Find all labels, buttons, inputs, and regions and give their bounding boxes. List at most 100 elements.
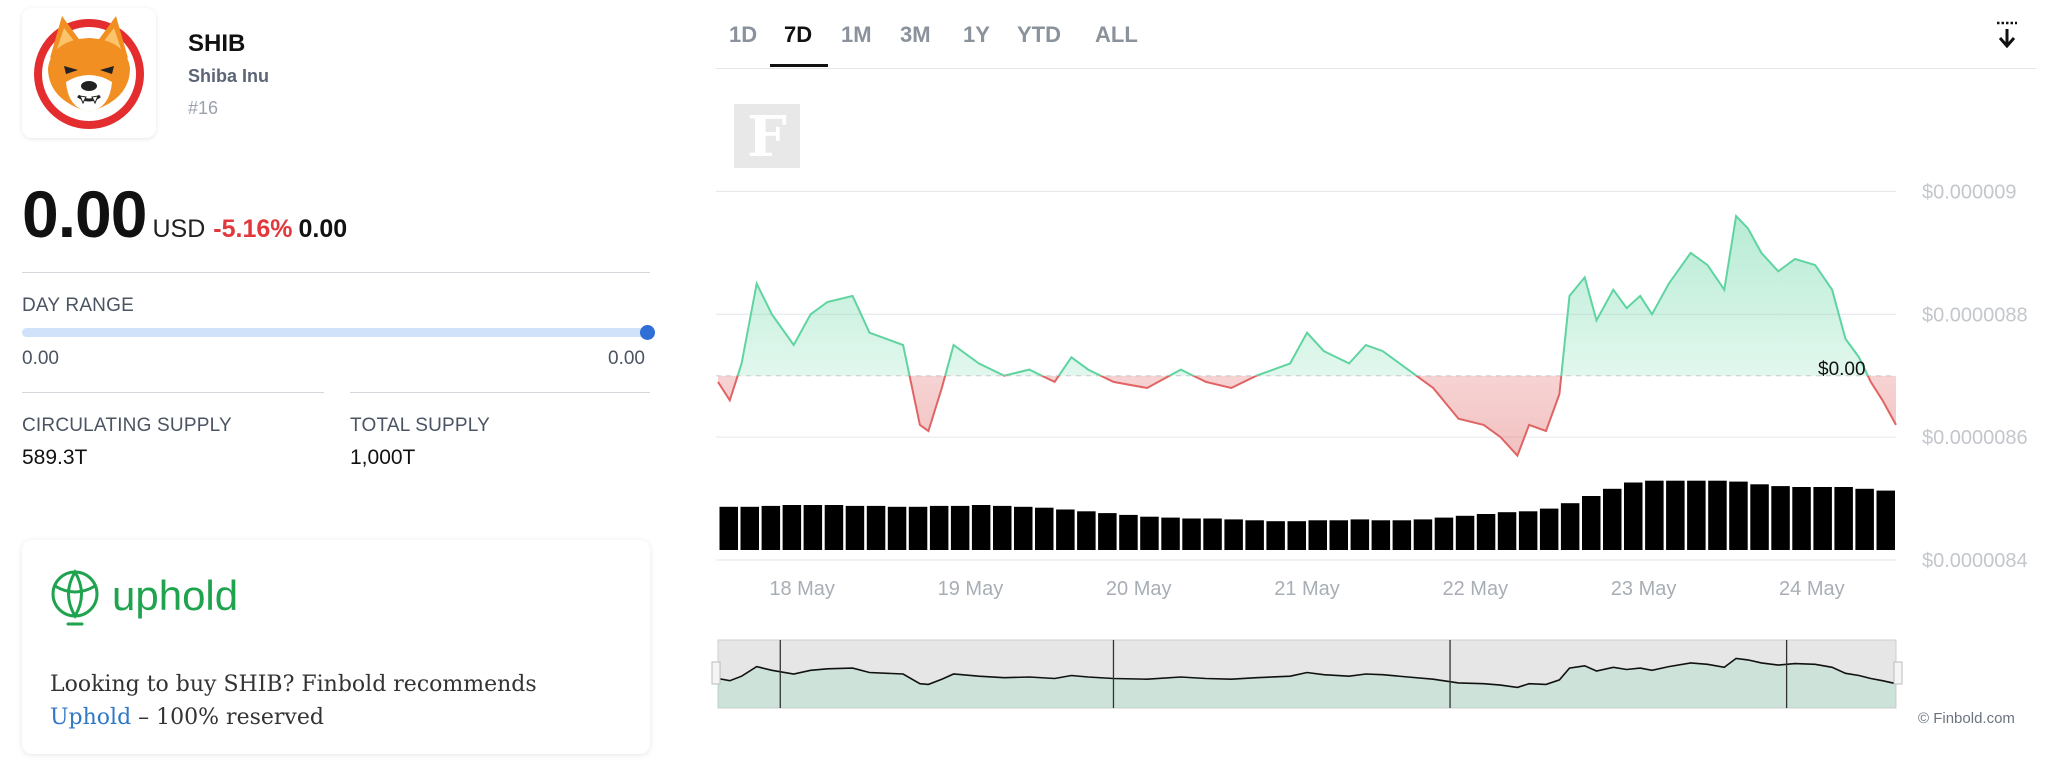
total-supply-label: TOTAL SUPPLY [350, 415, 491, 436]
day-range-bar [22, 328, 648, 337]
volume-bar [1014, 506, 1033, 550]
x-tick-label: 21 May [1274, 578, 1340, 600]
tab-1m[interactable]: 1M [841, 22, 872, 47]
volume-bar [866, 505, 886, 550]
volume-bar [1161, 517, 1180, 550]
current-price-label: $0.00 [1818, 359, 1866, 380]
volume-bar [740, 506, 759, 550]
finbold-f-logo: F [734, 104, 800, 170]
price-row: 0.00 USD -5.16% 0.00 [22, 176, 347, 252]
x-tick-label: 19 May [938, 578, 1004, 600]
volume-bar [1582, 496, 1601, 550]
tab-1d[interactable]: 1D [729, 22, 758, 47]
volume-bar [803, 505, 823, 550]
uphold-link[interactable]: Uphold [50, 705, 132, 730]
coin-rank: #16 [188, 98, 219, 118]
volume-bar [1666, 480, 1685, 550]
navigator-handle-right [1893, 661, 1903, 685]
tab-1y[interactable]: 1Y [963, 22, 990, 47]
volume-bar [1434, 517, 1454, 550]
promo-card[interactable] [22, 540, 650, 754]
uphold-logo [51, 569, 99, 626]
tab-7d[interactable]: 7D [784, 22, 813, 47]
volume-bar [1476, 514, 1496, 550]
active-tab-underline [770, 64, 828, 67]
price-change-percent: -5.16% [213, 215, 293, 243]
finbold-credit: © Finbold.com [1918, 710, 2015, 727]
volume-bar [1729, 481, 1748, 550]
x-tick-label: 18 May [769, 578, 835, 600]
price-currency: USD [152, 215, 206, 243]
coin-logo-card [22, 8, 156, 138]
volume-bar [1329, 520, 1348, 550]
range-navigator[interactable] [711, 639, 1903, 709]
volume-bar [929, 505, 949, 550]
divider [22, 392, 324, 393]
circulating-supply-label: CIRCULATING SUPPLY [22, 415, 232, 436]
volume-bar [1771, 486, 1790, 550]
price-area [717, 213, 1897, 458]
circulating-supply-value: 589.3T [22, 446, 88, 469]
volume-bar [1371, 520, 1391, 550]
volume-bar [1308, 520, 1327, 550]
volume-bar [1603, 488, 1622, 550]
navigator-area [718, 658, 1896, 708]
volume-bar [1119, 514, 1138, 550]
x-tick-label: 24 May [1779, 578, 1845, 600]
y-tick-label: $0.0000084 [1922, 550, 2028, 572]
volume-bar [1750, 484, 1769, 550]
volume-bar [1687, 480, 1706, 550]
volume-bar [887, 506, 907, 550]
coin-name: Shiba Inu [188, 66, 269, 86]
volume-bar [1224, 519, 1243, 550]
volume-bar [1392, 520, 1412, 550]
volume-bar [1245, 520, 1264, 550]
volume-bar [1056, 509, 1075, 550]
volume-bar [1792, 487, 1811, 550]
volume-bar [1708, 480, 1727, 550]
volume-bar [1855, 488, 1874, 550]
promo-text-after: – 100% reserved [131, 705, 324, 730]
svg-text:F: F [747, 104, 787, 170]
x-tick-label: 23 May [1611, 578, 1677, 600]
volume-bar [1834, 487, 1853, 550]
tab-all[interactable]: ALL [1095, 22, 1138, 47]
tabs-divider [716, 68, 2036, 69]
y-axis-labels: $0.000009 $0.0000088 $0.0000086 $0.0000084 [1922, 181, 2028, 572]
volume-bar [971, 505, 991, 550]
volume-bar [993, 505, 1012, 550]
volume-bar [1098, 513, 1117, 550]
volume-bar [1813, 487, 1832, 550]
volume-bar [1539, 508, 1559, 550]
volume-bar [1203, 518, 1222, 550]
price-change-absolute: 0.00 [298, 215, 348, 243]
download-icon[interactable] [1994, 20, 2020, 50]
volume-bar [1624, 482, 1643, 550]
day-range-label: DAY RANGE [22, 295, 134, 316]
day-range-high: 0.00 [608, 348, 645, 369]
coin-symbol: SHIB [188, 30, 246, 57]
x-tick-label: 22 May [1442, 578, 1508, 600]
uphold-wordmark: uphold [112, 572, 239, 619]
volume-bar [1182, 518, 1201, 550]
promo-text: Looking to buy SHIB? Finbold recommends … [50, 668, 630, 734]
price-area-up [718, 216, 1896, 376]
volume-bar [1035, 507, 1054, 550]
tab-3m[interactable]: 3M [900, 22, 931, 47]
volume-bar [1518, 511, 1538, 550]
volume-bar [1350, 519, 1370, 550]
navigator-line [717, 657, 1897, 689]
volume-bar [908, 506, 928, 550]
navigator-handle-left [711, 661, 721, 685]
volume-bar [1077, 511, 1096, 550]
promo-text-before: Looking to buy SHIB? Finbold recommends [50, 672, 537, 697]
volume-bar [845, 505, 865, 550]
y-tick-label: $0.0000088 [1922, 304, 2028, 326]
price-value: 0.00 [22, 177, 147, 251]
price-line-up [736, 213, 1869, 376]
tab-ytd[interactable]: YTD [1017, 22, 1061, 47]
volume-bar [1497, 512, 1517, 550]
shiba-inu-logo [34, 16, 144, 129]
y-tick-label: $0.0000086 [1922, 427, 2028, 449]
